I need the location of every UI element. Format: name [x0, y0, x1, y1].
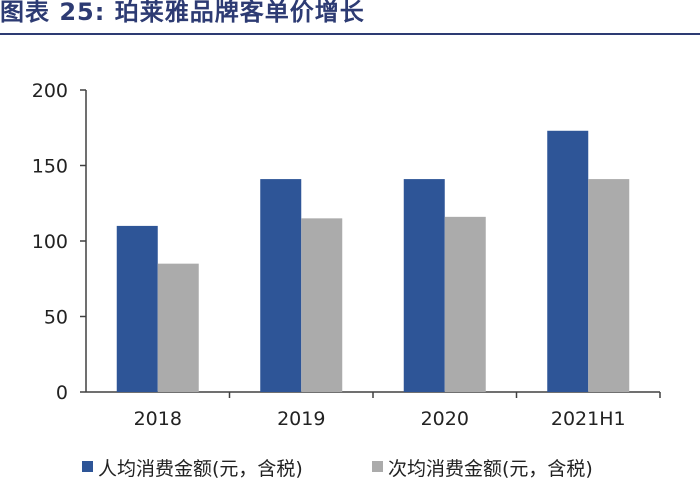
- y-tick-label: 50: [44, 307, 68, 329]
- legend: 人均消费金额(元，含税) 次均消费金额(元，含税): [82, 454, 682, 480]
- bar-series2: [444, 216, 486, 392]
- y-tick-label: 100: [32, 231, 68, 253]
- x-tick-label: 2020: [421, 408, 469, 430]
- x-tick-label: 2018: [134, 408, 182, 430]
- chart-title: 图表 25: 珀莱雅品牌客单价增长: [0, 0, 365, 26]
- y-tick-label: 150: [32, 156, 68, 178]
- bar-series2: [588, 179, 630, 392]
- y-tick-label: 0: [56, 382, 68, 404]
- legend-label-series1: 人均消费金额(元，含税): [98, 458, 303, 480]
- legend-label-series2: 次均消费金额(元，含税): [388, 458, 593, 480]
- y-tick-label: 200: [32, 80, 68, 102]
- bar-series1: [547, 130, 589, 392]
- legend-swatch-series2: [372, 461, 383, 472]
- x-tick-label: 2021H1: [551, 408, 626, 430]
- legend-swatch-series1: [82, 461, 93, 472]
- bar-series1: [403, 179, 445, 392]
- x-tick-label: 2019: [277, 408, 325, 430]
- title-bar: 图表 25: 珀莱雅品牌客单价增长: [0, 0, 700, 36]
- bar-series1: [260, 179, 302, 392]
- bar-series2: [301, 218, 343, 392]
- title-divider: [0, 33, 700, 35]
- bar-series1: [116, 225, 158, 392]
- bar-series2: [157, 263, 199, 392]
